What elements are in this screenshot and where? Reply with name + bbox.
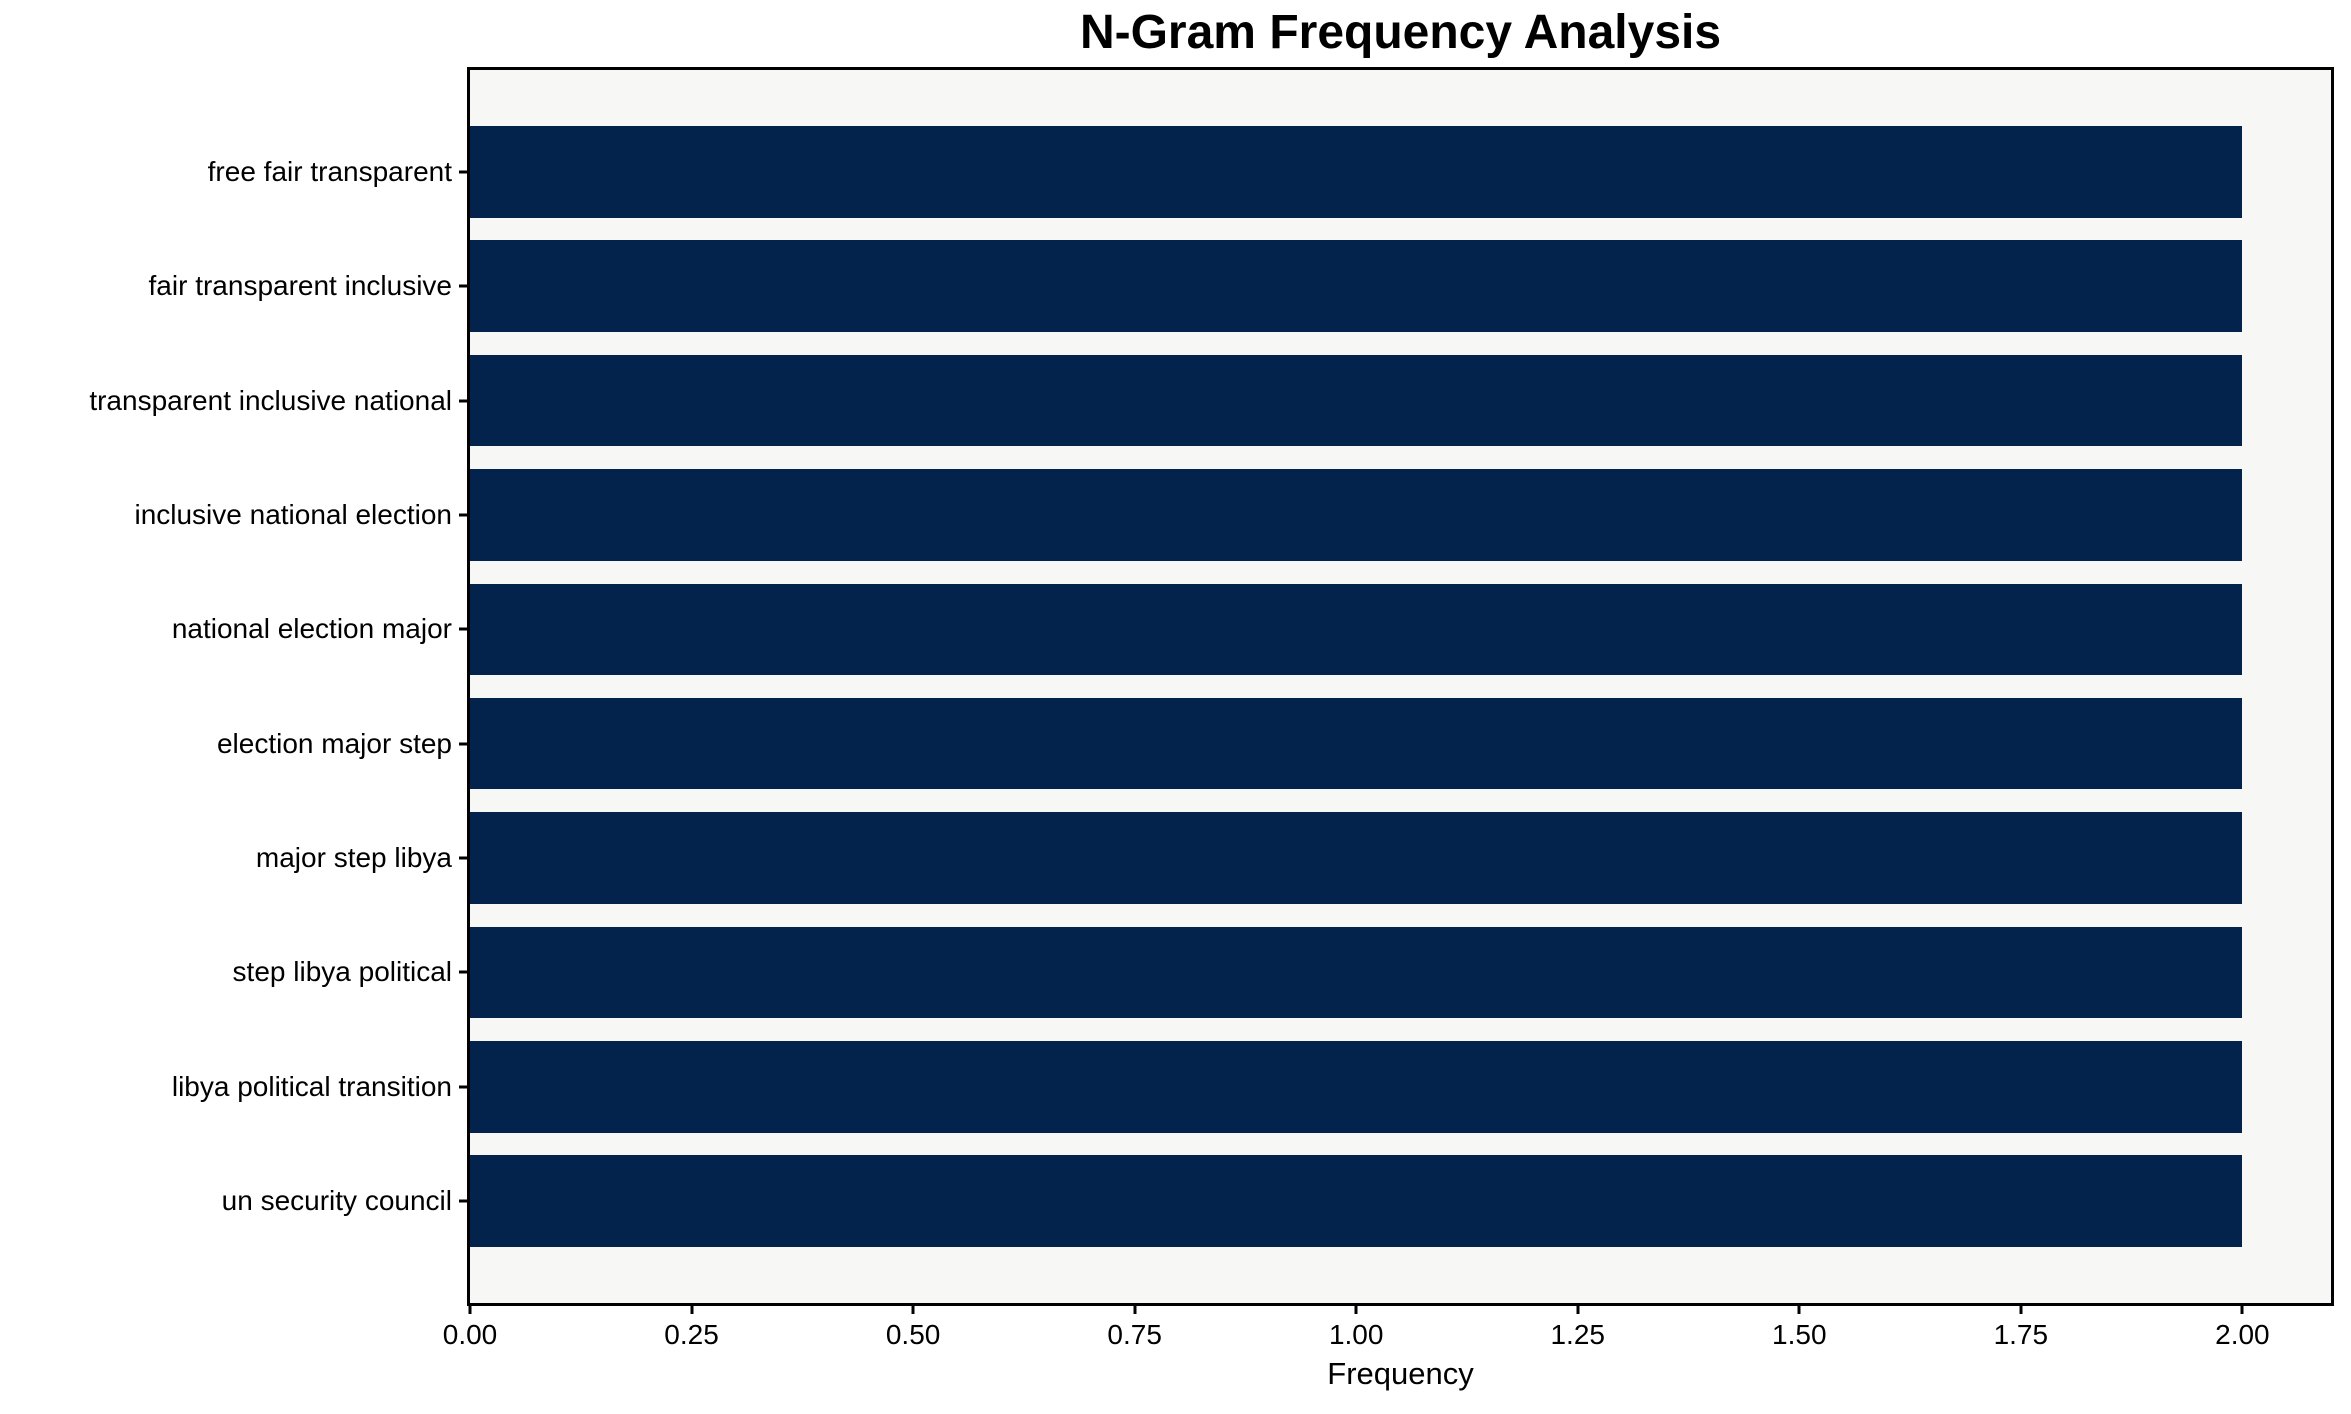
- y-tick-mark: [459, 1199, 470, 1203]
- y-tick-label: inclusive national election: [134, 498, 452, 530]
- bar: [470, 1155, 2243, 1247]
- bar: [470, 697, 2243, 790]
- x-tick-mark: [2240, 1303, 2244, 1314]
- x-tick-label: 0.75: [1107, 1319, 1162, 1350]
- x-tick-label: 1.25: [1550, 1319, 1605, 1350]
- bar: [470, 583, 2243, 676]
- y-tick-mark: [459, 513, 470, 517]
- x-axis-label: Frequency: [1327, 1356, 1474, 1391]
- x-tick-mark: [911, 1303, 915, 1314]
- y-tick-mark: [459, 399, 470, 403]
- y-tick-mark: [459, 170, 470, 174]
- x-tick-mark: [1354, 1303, 1358, 1314]
- x-tick-mark: [1576, 1303, 1580, 1314]
- y-tick-label: national election major: [171, 613, 452, 645]
- x-tick-label: 0.00: [442, 1319, 498, 1350]
- chart-title: N-Gram Frequency Analysis: [1079, 6, 1722, 59]
- x-tick-mark: [2019, 1303, 2023, 1314]
- y-tick-mark: [459, 284, 470, 288]
- y-tick-mark: [459, 627, 470, 631]
- y-tick-mark: [459, 1085, 470, 1089]
- bar: [470, 240, 2243, 332]
- x-tick-label: 2.00: [2215, 1319, 2270, 1350]
- y-tick-label: free fair transparent: [207, 155, 452, 187]
- y-tick-mark: [459, 742, 470, 746]
- y-tick-label: fair transparent inclusive: [148, 270, 452, 302]
- y-tick-label: major step libya: [255, 842, 452, 874]
- y-tick-mark: [459, 856, 470, 860]
- bar: [470, 1041, 2243, 1133]
- x-tick-mark: [1797, 1303, 1801, 1314]
- x-tick-label: 1.50: [1772, 1319, 1827, 1350]
- bar: [470, 354, 2243, 447]
- x-tick-label: 1.75: [1993, 1319, 2049, 1350]
- y-tick-label: election major step: [216, 727, 452, 759]
- y-tick-label: un security council: [221, 1185, 452, 1217]
- x-tick-mark: [468, 1303, 472, 1314]
- y-tick-label: transparent inclusive national: [89, 384, 452, 416]
- y-tick-label: step libya political: [232, 956, 452, 988]
- bar: [470, 812, 2243, 904]
- plot-area: [470, 70, 2331, 1303]
- bar: [470, 126, 2243, 218]
- x-tick-mark: [1133, 1303, 1137, 1314]
- x-tick-mark: [690, 1303, 694, 1314]
- y-tick-label: libya political transition: [171, 1070, 452, 1102]
- bar: [470, 469, 2243, 561]
- bar: [470, 926, 2243, 1019]
- x-tick-label: 0.25: [664, 1319, 719, 1350]
- x-tick-label: 1.00: [1328, 1319, 1384, 1350]
- y-tick-mark: [459, 970, 470, 974]
- x-tick-label: 0.50: [885, 1319, 941, 1350]
